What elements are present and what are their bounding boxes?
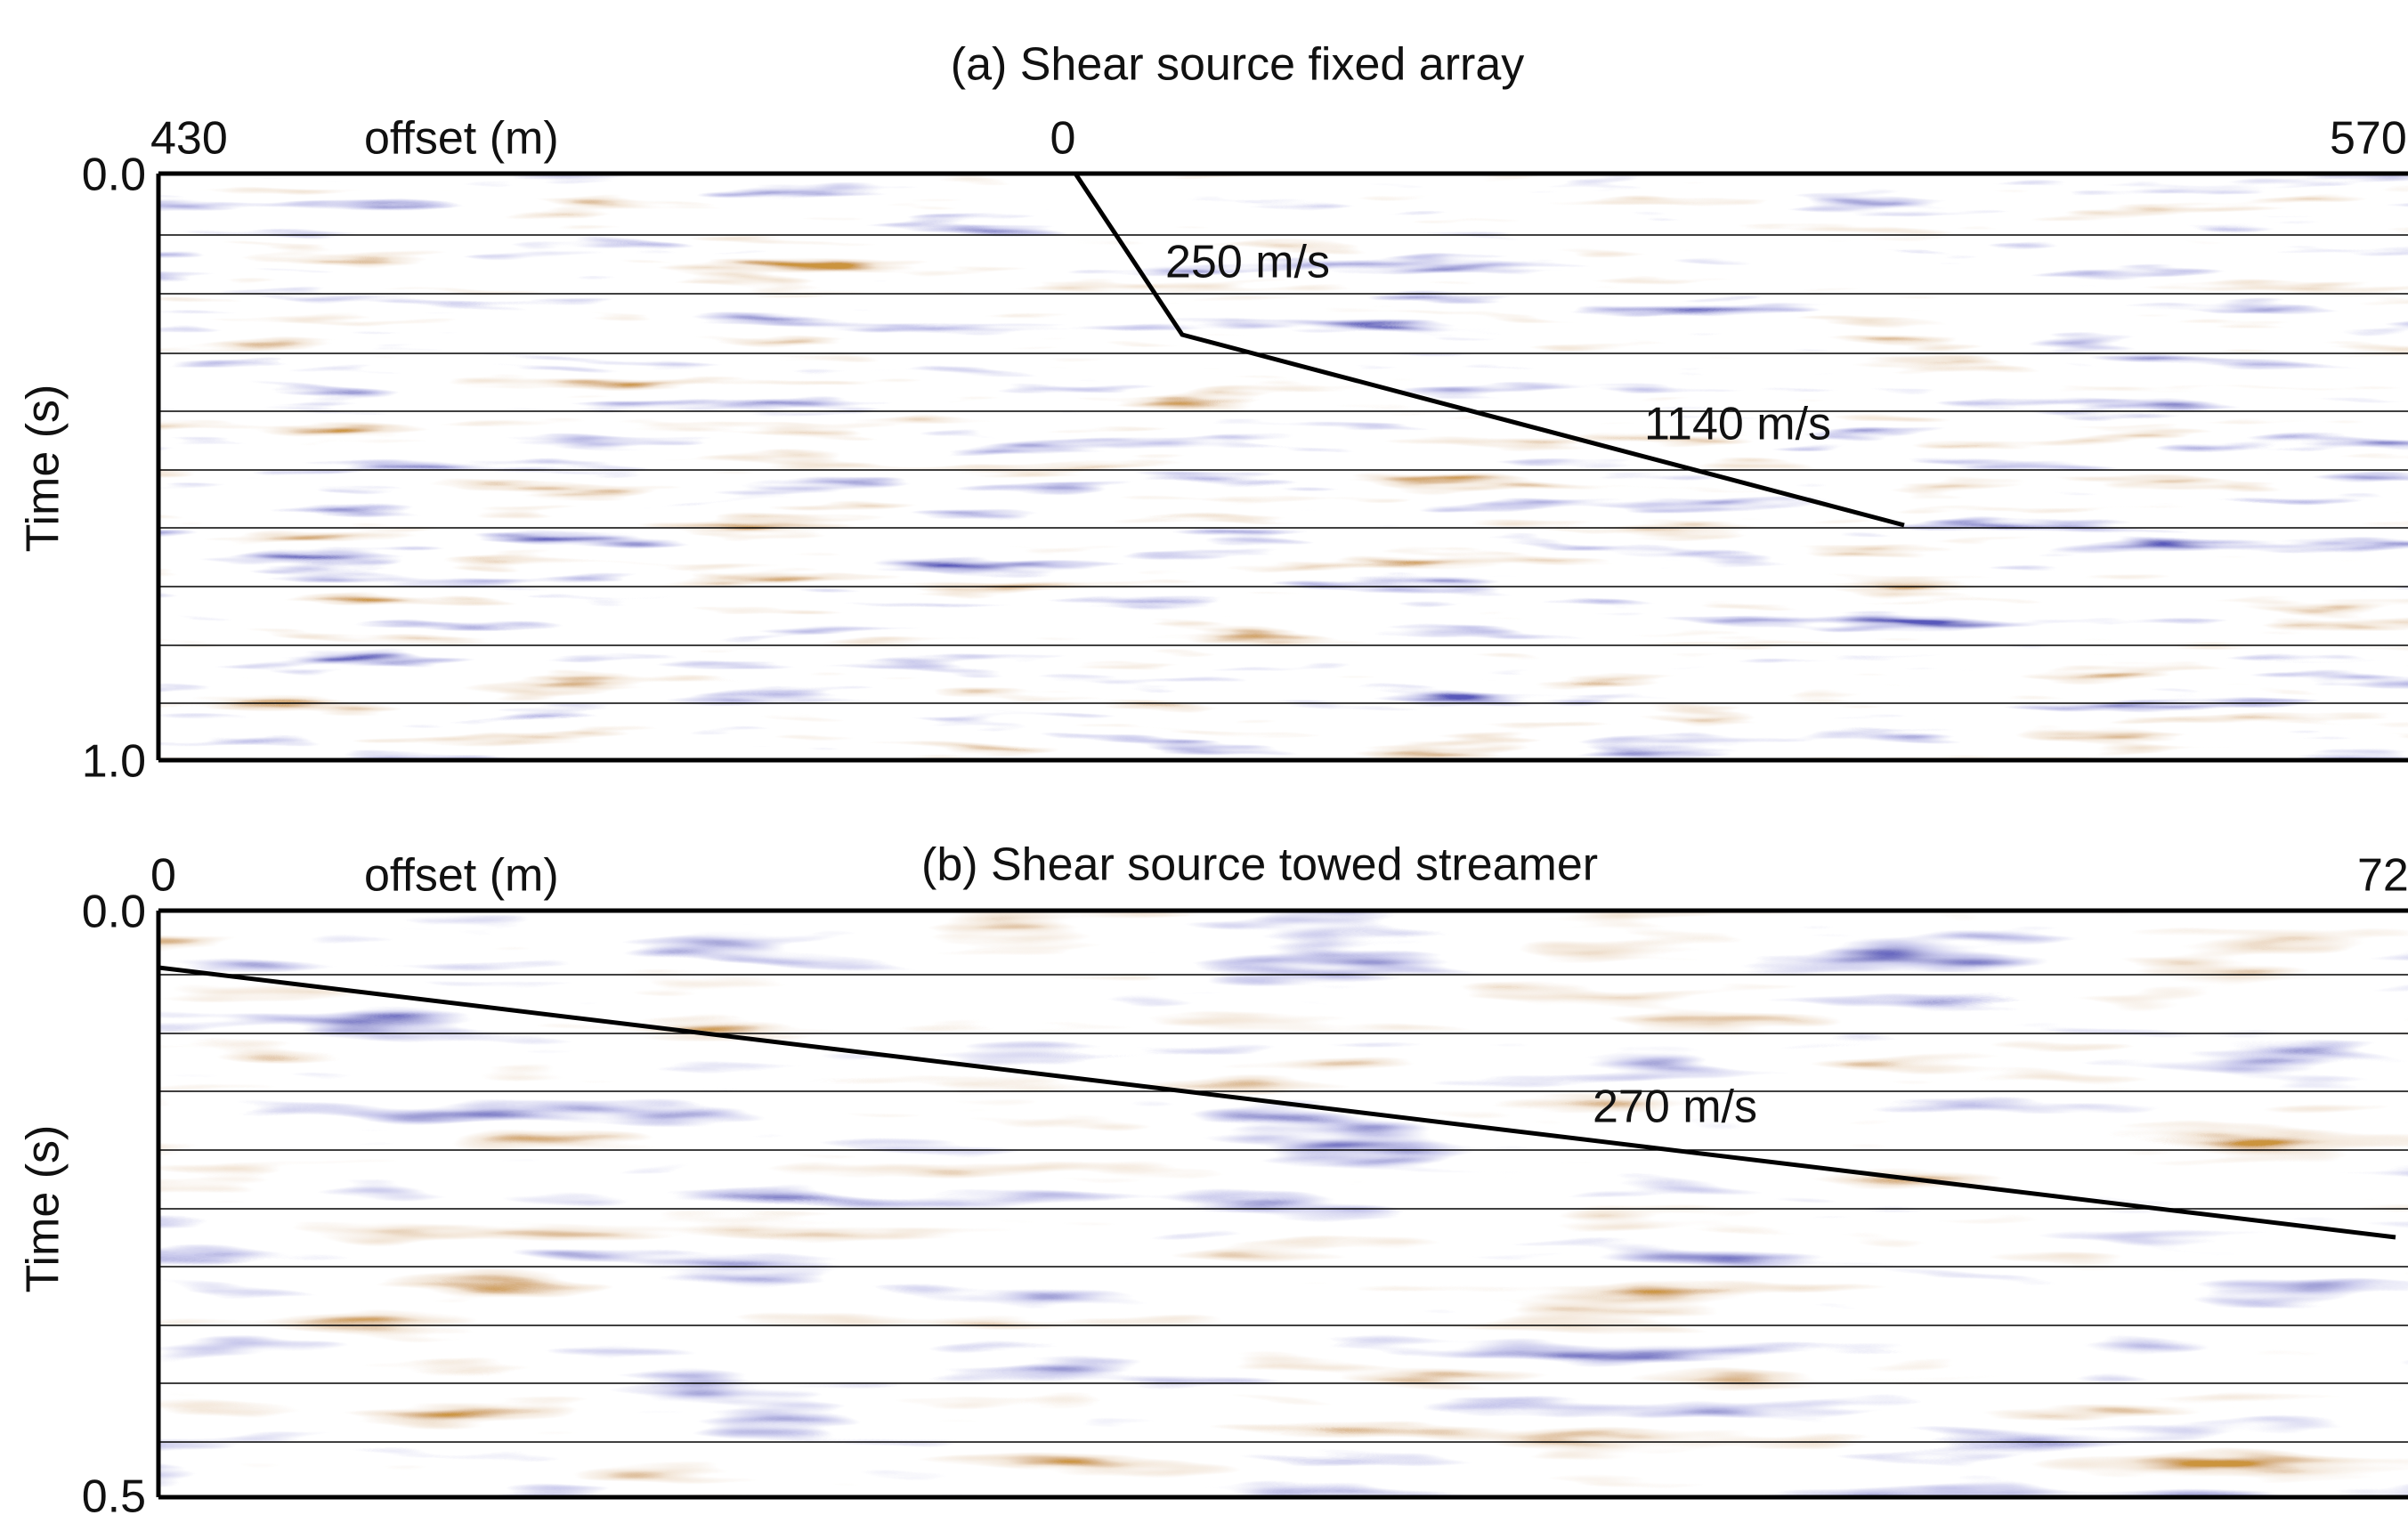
panel-a: (a) Shear source fixed array 430 offset … xyxy=(18,39,2408,788)
x-tick-label: 0 xyxy=(1050,113,1076,165)
y-tick-label: 1.0 xyxy=(82,736,146,788)
y-axis-label: Time (s) xyxy=(18,385,69,553)
velocity-annotation: 1140 m/s xyxy=(1644,399,1831,450)
seismic-image xyxy=(158,174,2408,760)
y-axis-label: Time (s) xyxy=(18,1125,69,1293)
panel-b: 0 offset (m) (b) Shear source towed stre… xyxy=(18,839,2408,1515)
y-tick-label: 0.0 xyxy=(82,150,146,201)
x-axis-label: offset (m) xyxy=(364,113,559,165)
x-tick-label: 430 xyxy=(150,113,228,165)
x-axis-label: offset (m) xyxy=(364,850,559,902)
x-tick-label: 0 xyxy=(150,850,176,902)
velocity-annotation: 270 m/s xyxy=(1593,1082,1757,1133)
x-tick-label: 72 xyxy=(2357,850,2408,902)
y-tick-label: 0.5 xyxy=(82,1471,146,1515)
panel-title: (a) Shear source fixed array xyxy=(951,39,1525,91)
seismic-image xyxy=(158,911,2408,1497)
y-tick-label: 0.0 xyxy=(82,887,146,938)
panel-title: (b) Shear source towed streamer xyxy=(921,839,1598,891)
x-tick-label: 570 xyxy=(2330,113,2407,165)
velocity-annotation: 250 m/s xyxy=(1165,237,1330,288)
